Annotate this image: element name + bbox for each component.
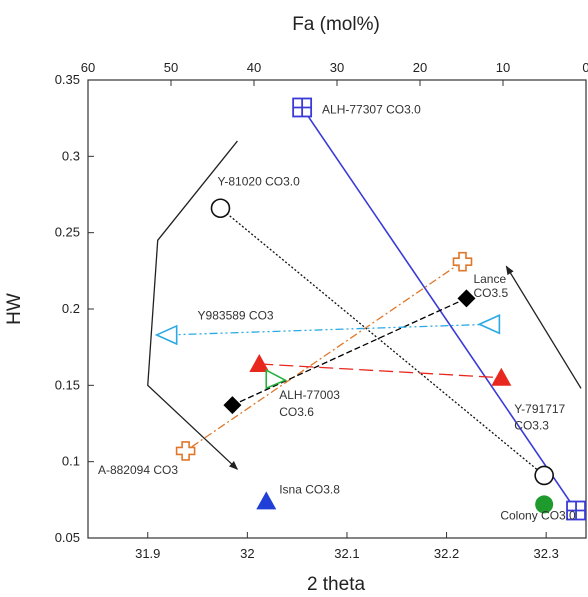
filled-triangle-marker <box>256 491 277 510</box>
x-tick-label: 32 <box>240 546 254 561</box>
trend-arrows <box>147 140 582 470</box>
top-tick-label: 0 <box>582 60 588 75</box>
connector-lines <box>167 107 577 511</box>
point-label: CO3.5 <box>473 286 508 300</box>
point-label: Y-791717 <box>514 402 565 416</box>
x-axis-title: 2 theta <box>307 574 366 595</box>
square-cross-marker <box>292 97 313 118</box>
trend-arrow <box>147 140 239 470</box>
top-tick-label: 60 <box>81 60 95 75</box>
point-label: ALH-77003 <box>279 388 340 402</box>
series-line <box>167 323 491 336</box>
point-label: Isna CO3.8 <box>279 483 340 497</box>
y-tick-label: 0.05 <box>55 530 80 545</box>
series-line <box>185 261 463 452</box>
top-axis-title: Fa (mol%) <box>292 14 380 35</box>
y-tick-label: 0.15 <box>55 377 80 392</box>
open-plus-marker <box>175 441 196 461</box>
diamond-marker <box>223 396 242 415</box>
top-tick-label: 40 <box>247 60 261 75</box>
filled-triangle-marker <box>249 353 270 372</box>
x-tick-label: 31.9 <box>135 546 160 561</box>
filled-circle-marker <box>535 495 554 514</box>
x-tick-label: 32.3 <box>534 546 559 561</box>
point-label: Y-81020 CO3.0 <box>217 174 300 188</box>
square-cross-marker <box>566 500 586 521</box>
y-tick-label: 0.35 <box>55 72 80 87</box>
y-axis-title: HW <box>4 293 25 325</box>
series-line <box>232 297 467 406</box>
top-tick-label: 10 <box>496 60 510 75</box>
point-label: ALH-77307 CO3.0 <box>322 103 421 117</box>
x-tick-label: 32.1 <box>334 546 359 561</box>
point-label: Colony CO3.0 <box>500 509 576 523</box>
y-tick-label: 0.1 <box>62 454 80 469</box>
x-tick-label: 32.2 <box>434 546 459 561</box>
top-tick-label: 30 <box>330 60 344 75</box>
point-label: CO3.3 <box>514 419 549 433</box>
y-tick-label: 0.3 <box>62 148 80 163</box>
series-line <box>220 207 545 476</box>
data-markers <box>154 97 586 521</box>
y-tick-label: 0.2 <box>62 301 80 316</box>
top-x-axis: 60 50 40 30 20 10 0 <box>81 60 588 86</box>
top-tick-label: 20 <box>413 60 427 75</box>
series-line <box>259 363 502 379</box>
open-triangle-marker <box>265 368 288 390</box>
top-tick-label: 50 <box>164 60 178 75</box>
open-circle-marker <box>210 198 231 219</box>
open-circle-marker <box>534 465 554 486</box>
y-axis: 0.05 0.1 0.15 0.2 0.25 0.3 0.35 <box>55 72 94 545</box>
point-label: Lance <box>473 272 506 286</box>
diamond-marker <box>457 289 476 308</box>
y-tick-label: 0.25 <box>55 225 80 240</box>
left-triangle-marker <box>154 324 178 346</box>
open-plus-marker <box>452 251 473 272</box>
filled-triangle-marker <box>491 367 512 386</box>
point-label: CO3.6 <box>279 405 314 419</box>
left-triangle-marker <box>477 314 501 335</box>
bottom-x-axis: 31.9 32 32.1 32.2 32.3 <box>135 532 559 561</box>
trend-arrow <box>505 265 582 389</box>
point-label: Y983589 CO3 <box>198 309 274 323</box>
point-label: A-882094 CO3 <box>98 463 178 477</box>
series-line <box>301 107 577 511</box>
